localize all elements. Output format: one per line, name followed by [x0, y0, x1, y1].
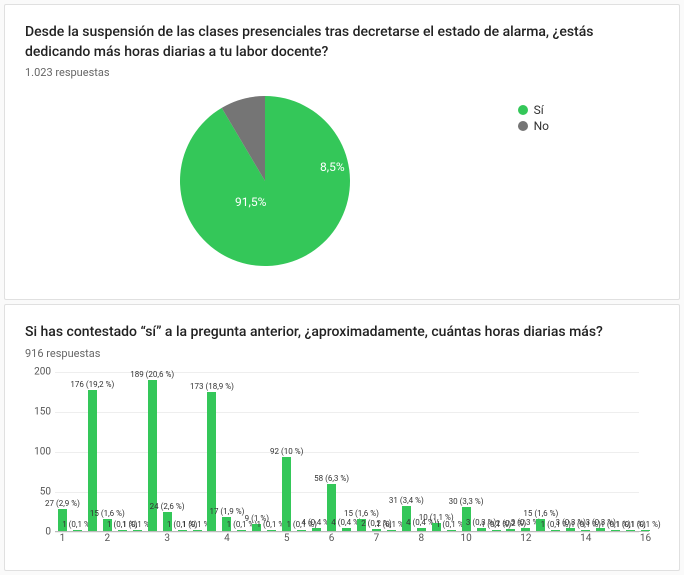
bar [626, 530, 635, 531]
pie-card: Desde la suspensión de las clases presen… [4, 4, 680, 300]
bar [581, 530, 590, 531]
pie-responses: 1.023 respuestas [25, 66, 659, 79]
bar-value-label: 58 (6,3 %) [314, 474, 349, 483]
x-axis-tick: 14 [580, 533, 591, 544]
bar [387, 530, 396, 531]
gridline [55, 532, 639, 533]
bar [73, 530, 82, 531]
bar-slot: 4 (0,4 %) [309, 528, 324, 531]
bar-slot: 1 (0,1 %) [175, 530, 190, 531]
pie-question: Desde la suspensión de las clases presen… [25, 23, 659, 62]
x-axis-tick: 16 [640, 533, 651, 544]
gridline [55, 452, 639, 453]
bar [178, 530, 187, 531]
x-axis-tick: 4 [224, 533, 230, 544]
y-axis-tick: 50 [40, 486, 55, 497]
bar-value-label: 1 (0,1 %) [630, 520, 660, 529]
bar-value-label: 173 (18,9 %) [190, 382, 234, 391]
bar-card: Si has contestado “sí” a la pregunta ant… [4, 304, 680, 571]
x-axis-tick: 5 [284, 533, 290, 544]
y-axis-tick: 150 [34, 406, 55, 417]
bar-slot: 1 (0,1 %) [638, 530, 653, 531]
bar-value-label: 24 (2,6 %) [150, 502, 185, 511]
bar-slot: 1 (0,1 %) [130, 530, 145, 531]
bar-value-label: 30 (3,3 %) [449, 497, 484, 506]
x-axis-tick: 10 [461, 533, 472, 544]
bar-slot: 1 (0,1 %) [578, 530, 593, 531]
x-axis-tick: 1 [60, 533, 66, 544]
x-axis-tick: 12 [520, 533, 531, 544]
bar-slot: 1 (0,1 %) [489, 530, 504, 531]
y-axis-tick: 0 [45, 526, 55, 537]
y-axis-tick: 100 [34, 446, 55, 457]
bar-question: Si has contestado “sí” a la pregunta ant… [25, 323, 659, 343]
legend-swatch [518, 105, 528, 115]
bar-slot: 1 (0,1 %) [264, 530, 279, 531]
bar-value-label: 17 (1,9 %) [209, 507, 244, 516]
legend-item: No [518, 119, 549, 133]
bar [193, 530, 202, 531]
bar-slot: 1 (0,1 %) [115, 530, 130, 531]
bar-value-label: 27 (2,9 %) [45, 499, 80, 508]
bar [447, 530, 456, 531]
bar-value-label: 176 (19,2 %) [70, 380, 114, 389]
bar-slot: 1 (0,1 %) [70, 530, 85, 531]
bar [297, 530, 306, 531]
bar-slot: 1 (0,1 %) [548, 530, 563, 531]
bar [641, 530, 650, 531]
x-axis-tick: 8 [418, 533, 424, 544]
bar [342, 528, 351, 531]
bars-container: 05010015020027 (2,9 %)11 (0,1 %)176 (19,… [55, 372, 649, 532]
bar-value-label: 92 (10 %) [270, 447, 303, 456]
bar-slot: 2 (0,2 %) [504, 529, 519, 531]
bar-slot: 4 (0,4 %) [339, 528, 354, 531]
legend-label: No [534, 119, 549, 133]
bar [492, 530, 501, 531]
bar-slot: 1 (0,1 %) [623, 530, 638, 531]
bar [267, 530, 276, 531]
bar-value-label: 15 (1,6 %) [90, 509, 125, 518]
bar [312, 528, 321, 531]
bar-slot: 1 (0,1 %) [608, 530, 623, 531]
bar [417, 528, 426, 531]
bar-slot: 2 (0,2 %) [369, 529, 384, 531]
bar-slot: 1 (0,1 %) [444, 530, 459, 531]
gridline [55, 412, 639, 413]
pie-chart-area: 91,5% 8,5% Sí No [25, 91, 659, 281]
x-axis-tick: 7 [374, 533, 380, 544]
bar-slot: 1 (0,1 %) [294, 530, 309, 531]
bar-responses: 916 respuestas [25, 347, 659, 360]
legend-label: Sí [534, 103, 544, 117]
bar [237, 530, 246, 531]
bar [611, 530, 620, 531]
pie-slice-label: 8,5% [320, 160, 345, 174]
legend-swatch [518, 121, 528, 131]
bar [506, 529, 515, 531]
bar [118, 530, 127, 531]
bar-value-label: 15 (1,6 %) [344, 509, 379, 518]
bar-slot: 1 (0,1 %) [190, 530, 205, 531]
x-axis-tick: 6 [329, 533, 335, 544]
x-axis-tick: 2 [105, 533, 111, 544]
x-axis-tick: 3 [164, 533, 170, 544]
legend-item: Sí [518, 103, 549, 117]
bar [551, 530, 560, 531]
bar-value-label: 15 (1,6 %) [523, 509, 558, 518]
pie-legend: Sí No [518, 103, 549, 135]
pie-chart: 91,5% 8,5% [175, 91, 375, 271]
bar-chart-area: 05010015020027 (2,9 %)11 (0,1 %)176 (19,… [55, 372, 659, 552]
bar-slot: 4 (0,4 %) [414, 528, 429, 531]
bar-slot: 3 (0,3 %) [518, 528, 533, 530]
bar [133, 530, 142, 531]
bar [521, 528, 530, 530]
pie-slice-label: 91,5% [235, 195, 267, 209]
bar-slot: 1 (0,1 %) [384, 530, 399, 531]
bar-value-label: 31 (3,4 %) [389, 496, 424, 505]
bar-slot: 1 (0,1 %) [234, 530, 249, 531]
bar-value-label: 189 (20,6 %) [130, 370, 174, 379]
gridline [55, 492, 639, 493]
bar [372, 529, 381, 531]
y-axis-tick: 200 [34, 366, 55, 377]
